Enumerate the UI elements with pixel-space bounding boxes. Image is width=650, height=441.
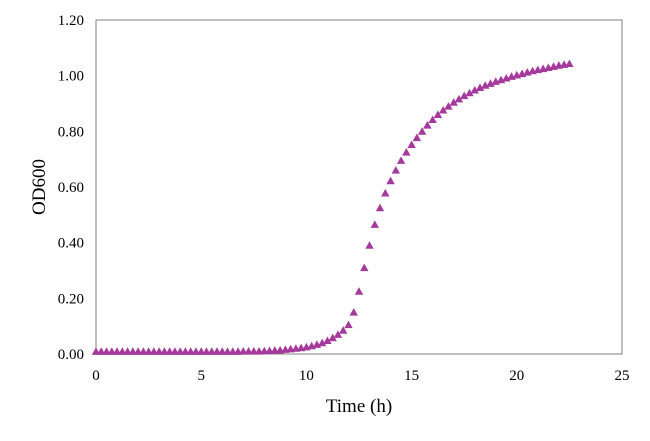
- data-point: [149, 347, 159, 355]
- y-tick-label: 1.20: [58, 13, 84, 29]
- data-point: [118, 347, 127, 355]
- data-point: [449, 98, 458, 106]
- y-tick-label: 0.40: [58, 236, 84, 252]
- data-point: [218, 347, 227, 355]
- y-tick-label: 0.00: [58, 347, 84, 363]
- data-point: [396, 156, 406, 164]
- data-point: [328, 333, 337, 342]
- data-point: [317, 338, 327, 347]
- data-point: [475, 83, 485, 91]
- data-point: [160, 347, 169, 355]
- plot-area: [95, 19, 623, 355]
- y-tick-label: 0.60: [58, 180, 84, 196]
- data-point: [344, 320, 353, 329]
- x-tick-label: 5: [197, 368, 205, 384]
- data-point: [207, 347, 216, 355]
- y-tick-label: 1.00: [58, 69, 84, 85]
- data-point: [386, 176, 395, 185]
- data-point: [323, 336, 332, 344]
- data-point: [191, 347, 201, 355]
- data-point: [460, 91, 469, 100]
- x-tick-label: 15: [404, 368, 419, 384]
- data-point: [428, 115, 437, 124]
- data-point: [123, 347, 132, 355]
- data-point: [197, 347, 206, 355]
- y-tick-label: 0.20: [58, 291, 84, 307]
- data-point: [144, 347, 153, 355]
- data-point: [370, 220, 379, 228]
- data-points: [91, 59, 574, 355]
- data-point: [112, 347, 122, 355]
- data-point: [139, 347, 148, 355]
- data-point: [212, 347, 222, 355]
- x-axis-title: Time (h): [326, 396, 392, 417]
- data-point: [465, 88, 474, 97]
- data-point: [128, 347, 138, 355]
- data-point: [365, 241, 374, 249]
- y-tick-label: 0.80: [58, 124, 84, 140]
- data-point: [354, 287, 364, 295]
- data-point: [154, 347, 164, 355]
- data-point: [381, 188, 390, 197]
- data-point: [412, 133, 422, 142]
- data-point: [402, 148, 411, 156]
- data-point: [423, 121, 432, 129]
- data-point: [181, 347, 190, 355]
- data-point: [165, 347, 174, 355]
- data-point: [97, 347, 106, 355]
- data-point: [91, 347, 101, 355]
- data-point: [244, 347, 253, 355]
- data-point: [417, 127, 427, 135]
- data-point: [107, 347, 116, 355]
- data-point: [481, 81, 490, 89]
- data-point: [175, 347, 185, 355]
- x-tick-label: 25: [615, 368, 630, 384]
- data-point: [486, 79, 495, 87]
- data-point: [407, 140, 416, 149]
- data-point: [133, 347, 143, 355]
- data-point: [339, 326, 348, 334]
- data-point: [170, 347, 180, 355]
- data-point: [239, 347, 248, 355]
- data-point: [454, 94, 464, 103]
- data-point: [186, 347, 195, 355]
- data-point: [202, 347, 211, 355]
- data-point: [333, 330, 343, 338]
- data-point: [360, 263, 369, 272]
- data-point: [349, 308, 358, 316]
- data-point: [223, 347, 232, 355]
- data-point: [470, 85, 479, 94]
- x-axis-ticks: 0 5 10 15 20 25: [92, 368, 629, 384]
- data-point: [438, 105, 448, 114]
- data-point: [102, 347, 111, 355]
- x-tick-label: 0: [92, 368, 100, 384]
- data-point: [391, 166, 401, 174]
- data-point: [228, 347, 237, 355]
- data-point: [249, 347, 258, 355]
- data-point: [565, 59, 574, 68]
- y-axis-ticks: 0.00 0.20 0.40 0.60 0.80 1.00 1.20: [58, 13, 84, 363]
- data-point: [375, 203, 385, 212]
- x-tick-label: 20: [509, 368, 524, 384]
- y-axis-title: OD600: [29, 159, 50, 215]
- data-point: [433, 110, 443, 118]
- x-tick-label: 10: [299, 368, 314, 384]
- data-point: [444, 102, 453, 110]
